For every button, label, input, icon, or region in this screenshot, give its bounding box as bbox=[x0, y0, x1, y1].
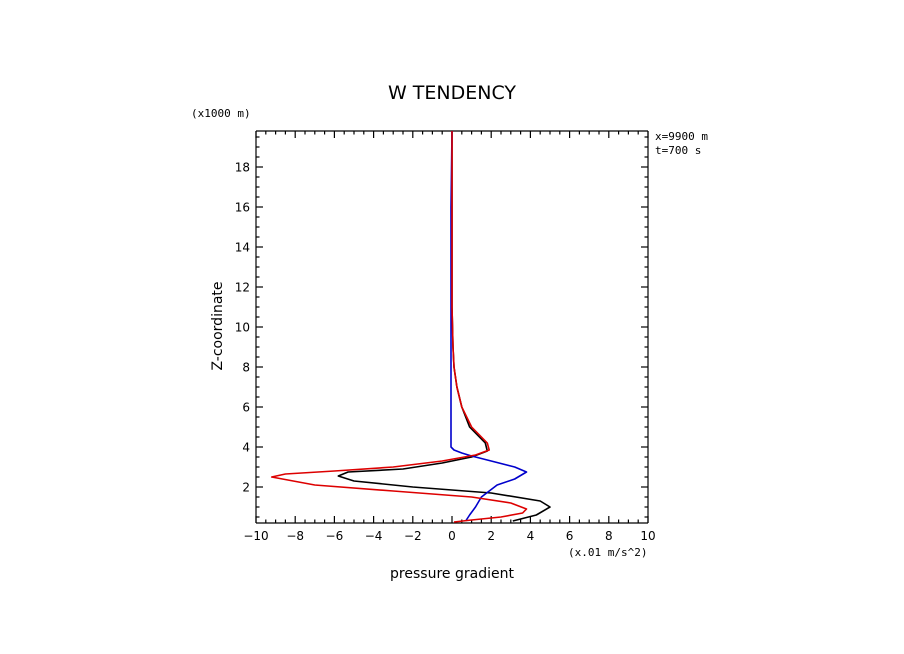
y-axis-label: Z-coordinate bbox=[210, 281, 226, 370]
y-tick-label: 4 bbox=[242, 441, 250, 455]
y-tick-label: 8 bbox=[242, 361, 250, 375]
chart-title: W TENDENCY bbox=[388, 82, 516, 104]
annotation-x-position: x=9900 m bbox=[655, 130, 708, 143]
x-tick-label: 6 bbox=[566, 529, 574, 543]
series-line-blue bbox=[450, 130, 528, 522]
y-tick-label: 10 bbox=[235, 321, 250, 335]
x-tick-label: 0 bbox=[448, 529, 456, 543]
y-tick-label: 12 bbox=[235, 281, 250, 295]
y-tick-label: 6 bbox=[242, 401, 250, 415]
y-axis-units: (x1000 m) bbox=[191, 107, 251, 120]
x-tick-label: 4 bbox=[527, 529, 535, 543]
x-axis-label: pressure gradient bbox=[390, 566, 514, 582]
axis-ticks: −10 −8 −6 −4 −2 0 2 4 6 8 10 2 4 6 8 10 12 14 16 18 bbox=[235, 131, 656, 543]
annotation-time: t=700 s bbox=[655, 144, 701, 157]
series-line-black bbox=[337, 131, 551, 522]
y-tick-label: 18 bbox=[235, 161, 250, 175]
x-axis-units: (x.01 m/s^2) bbox=[568, 546, 647, 559]
x-tick-label: −6 bbox=[326, 529, 344, 543]
x-tick-label: −2 bbox=[404, 529, 422, 543]
y-tick-label: 14 bbox=[235, 241, 250, 255]
x-tick-label: 8 bbox=[605, 529, 613, 543]
series-line-red bbox=[270, 131, 528, 523]
x-tick-label: −4 bbox=[365, 529, 383, 543]
x-tick-label: −8 bbox=[286, 529, 304, 543]
y-tick-label: 2 bbox=[242, 481, 250, 495]
series-layer bbox=[270, 130, 551, 523]
x-tick-label: 2 bbox=[487, 529, 495, 543]
x-tick-label: −10 bbox=[243, 529, 268, 543]
y-tick-label: 16 bbox=[235, 201, 250, 215]
x-tick-label: 10 bbox=[640, 529, 655, 543]
